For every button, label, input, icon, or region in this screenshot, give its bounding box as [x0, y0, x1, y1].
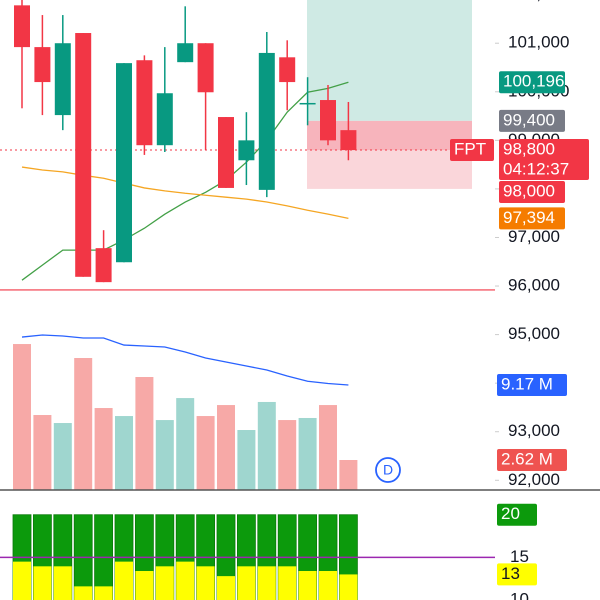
indicator-bar [94, 586, 113, 600]
price-pane: D [0, 0, 495, 490]
price-label: 9.17 M [501, 375, 553, 394]
volume-bar [155, 420, 174, 490]
candle-body [197, 43, 214, 93]
y-tick-label: 97,000 [508, 227, 560, 246]
volume-bar [94, 408, 113, 490]
y-tick-label: 95,000 [508, 324, 560, 343]
y-tick-label: 93,000 [508, 421, 560, 440]
candle-body [14, 5, 30, 48]
y-tick-label: 101,000 [508, 33, 569, 52]
volume-bar [278, 420, 297, 490]
y-tick-label: 10 [510, 589, 529, 600]
candle-body [54, 43, 71, 116]
indicator-bar [339, 574, 358, 600]
price-label-box [499, 109, 565, 132]
volume-ma [21, 334, 349, 386]
price-label: 04:12:37 [503, 160, 569, 179]
price-label-box [499, 207, 565, 230]
candle-body [95, 248, 112, 283]
volume-bar [115, 416, 133, 490]
candle-body [238, 140, 255, 161]
y-tick-label: 96,000 [508, 276, 560, 295]
price-label: 98,800 [503, 140, 555, 159]
candle-body [177, 43, 194, 63]
indicator-pane [0, 514, 495, 600]
candle-body [279, 57, 296, 83]
indicator-bar [115, 561, 133, 600]
indicator-bar [33, 566, 52, 600]
price-label-box [497, 563, 537, 586]
price-label: FPT [454, 140, 486, 159]
y-tick-label: 15 [510, 547, 529, 566]
indicator-bar [176, 561, 195, 600]
price-label-box [450, 139, 494, 162]
indicator-bar [196, 566, 215, 600]
event-marker [375, 457, 401, 483]
indicator-bar [74, 586, 93, 600]
moving-average [21, 81, 349, 281]
candle-body [116, 63, 132, 263]
volume-bar [339, 460, 358, 490]
volume-bar [298, 417, 317, 490]
candle-body [299, 102, 316, 105]
price-label: 97,394 [503, 208, 555, 227]
volume-bar [74, 357, 93, 490]
volume-bar [319, 405, 337, 490]
candle-body [34, 47, 51, 83]
indicator-bar [217, 576, 235, 600]
volume-bar [176, 398, 195, 490]
moving-average [21, 166, 349, 219]
price-label-box [497, 503, 537, 526]
indicator-bar [135, 571, 154, 600]
price-label: 2.62 M [501, 449, 553, 468]
price-label-box [499, 181, 565, 204]
candle-body [320, 100, 336, 141]
event-marker-text: D [383, 462, 393, 478]
price-label-box [499, 139, 589, 181]
volume-bar [33, 415, 52, 490]
volume-bar [196, 416, 215, 490]
price-label-box [497, 374, 567, 397]
price-label: 99,400 [503, 110, 555, 129]
indicator-bar [298, 571, 317, 600]
volume-bar [217, 405, 235, 490]
price-label: 98,000 [503, 182, 555, 201]
candle-body [136, 60, 153, 146]
volume-bar [257, 401, 276, 490]
volume-bar [237, 430, 256, 490]
candle-body [156, 93, 173, 146]
y-tick-label: 92,000 [508, 470, 560, 489]
volume-bar [53, 423, 72, 490]
volume-bar [13, 344, 31, 490]
indicator-bar [13, 561, 31, 600]
volume-bar [135, 377, 154, 490]
indicator-bar [257, 566, 276, 600]
indicator-bar [319, 571, 337, 600]
candle-body [340, 130, 357, 151]
candle-body [218, 117, 234, 188]
price-label-box [497, 449, 567, 472]
price-label: 20 [501, 504, 520, 523]
indicator-bar [237, 566, 256, 600]
y-tick-label: 102,000 [508, 0, 569, 3]
price-label: 100,196 [503, 72, 564, 91]
candle-body [258, 52, 275, 190]
candle-body [75, 33, 92, 277]
price-label: 13 [501, 564, 520, 583]
price-label-box [499, 71, 565, 94]
indicator-bar [278, 566, 297, 600]
indicator-bar [155, 566, 174, 600]
indicator-bar [53, 566, 72, 600]
